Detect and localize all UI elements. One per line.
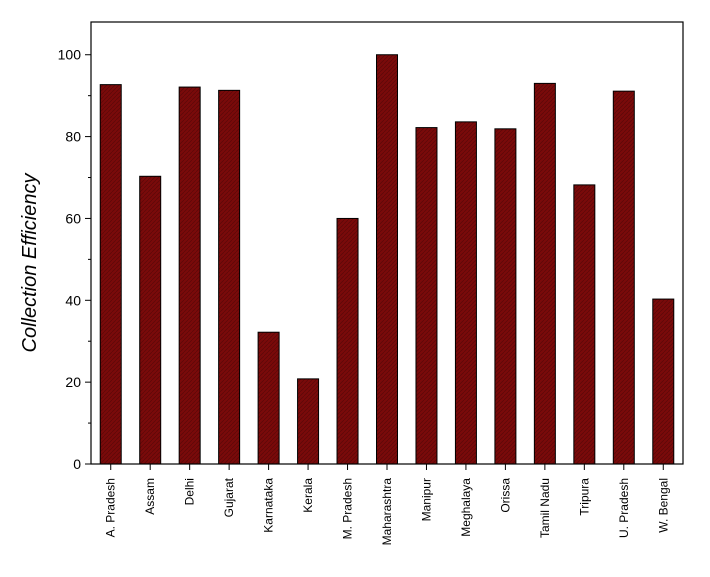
x-tick-label: M. Pradesh <box>341 478 355 539</box>
bar-orissa <box>494 128 517 465</box>
bar-a-pradesh <box>99 84 122 465</box>
x-tick-label: Karnataka <box>262 478 276 533</box>
bar-karnataka <box>257 331 280 465</box>
bar-manipur <box>415 127 438 465</box>
bar-meghalaya <box>454 121 477 465</box>
x-tick-label: Kerala <box>301 478 315 513</box>
x-tick-label: Maharashtra <box>380 478 394 546</box>
y-tick-label: 100 <box>58 47 82 63</box>
x-tick-label: Delhi <box>183 478 197 505</box>
bar-w-bengal <box>652 298 675 465</box>
bar-u-pradesh <box>612 90 635 465</box>
bar-m-pradesh <box>336 217 359 465</box>
x-tick-label: Gujarat <box>222 477 236 517</box>
x-tick-label: Tripura <box>577 478 591 516</box>
x-tick-label: A. Pradesh <box>104 478 118 537</box>
x-tick-label: Manipur <box>419 478 433 521</box>
y-axis-title: Collection Efficiency <box>19 173 41 353</box>
x-tick-label: Meghalaya <box>459 478 473 537</box>
x-axis-labels: A. Pradesh Assam Delhi Gujarat Karnataka Kera… <box>104 464 670 546</box>
bar-delhi <box>178 86 201 465</box>
bar-kerala <box>297 378 320 465</box>
y-tick-label: 20 <box>65 374 81 390</box>
x-tick-label: Assam <box>143 478 157 515</box>
y-tick-label: 0 <box>73 456 81 472</box>
y-tick-label: 80 <box>65 129 81 145</box>
x-tick-label: Tamil Nadu <box>538 478 552 538</box>
bar-assam <box>139 175 162 465</box>
y-axis-ticks: 0 20 40 60 80 100 <box>58 47 91 472</box>
bar-gujarat <box>218 89 241 465</box>
bar-maharashtra <box>376 54 398 465</box>
bar-tamil-nadu <box>533 82 556 465</box>
y-tick-label: 40 <box>65 292 81 308</box>
x-tick-label: U. Pradesh <box>617 478 631 538</box>
x-tick-label: W. Bengal <box>656 478 670 533</box>
y-tick-label: 60 <box>65 210 81 226</box>
x-tick-label: Orissa <box>498 478 512 513</box>
bar-tripura <box>573 184 596 465</box>
bars <box>99 54 675 465</box>
